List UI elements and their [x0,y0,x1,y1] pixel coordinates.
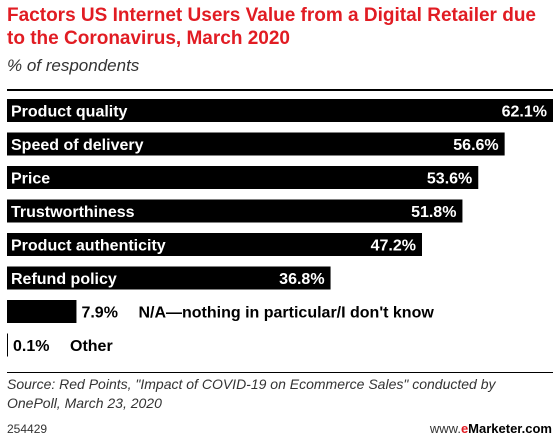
category-label: Refund policy [11,271,117,288]
category-label: N/A—nothing in particular/I don't know [138,305,434,322]
bar [7,166,479,189]
category-label: Product authenticity [11,238,166,255]
value-label: 53.6% [427,171,472,188]
category-label: Other [70,338,113,355]
category-label: Product quality [11,104,128,121]
value-label: 62.1% [502,104,547,121]
source-note: Source: Red Points, "Impact of COVID-19 … [7,376,496,411]
value-label: 36.8% [279,271,324,288]
bar [7,233,422,256]
value-label: 47.2% [371,238,416,255]
chart-title: Factors US Internet Users Value from a D… [7,5,536,49]
category-label: Speed of delivery [11,137,144,154]
category-label: Price [11,171,50,188]
value-label: 56.6% [453,137,498,154]
bar [7,266,331,290]
brand-e: e [460,421,469,436]
value-label: 7.9% [81,305,117,322]
top-divider [7,89,553,91]
brand-prefix: www. [429,421,461,436]
value-label: 0.1% [13,338,49,355]
bar-chart: Product quality 62.1% Speed of delivery 56.… [7,99,553,357]
bar [7,199,463,223]
bar [7,99,553,122]
bar [7,300,77,323]
chart-id: 254429 [7,422,48,436]
bar [7,132,505,156]
category-label: Trustworthiness [11,204,135,221]
bar [7,333,8,357]
bottom-divider [7,372,553,373]
value-label: 51.8% [411,204,456,221]
brand-link[interactable]: www.eMarketer.com [430,421,552,436]
brand-rest: Marketer.com [468,421,552,436]
chart-subtitle: % of respondents [7,56,140,75]
